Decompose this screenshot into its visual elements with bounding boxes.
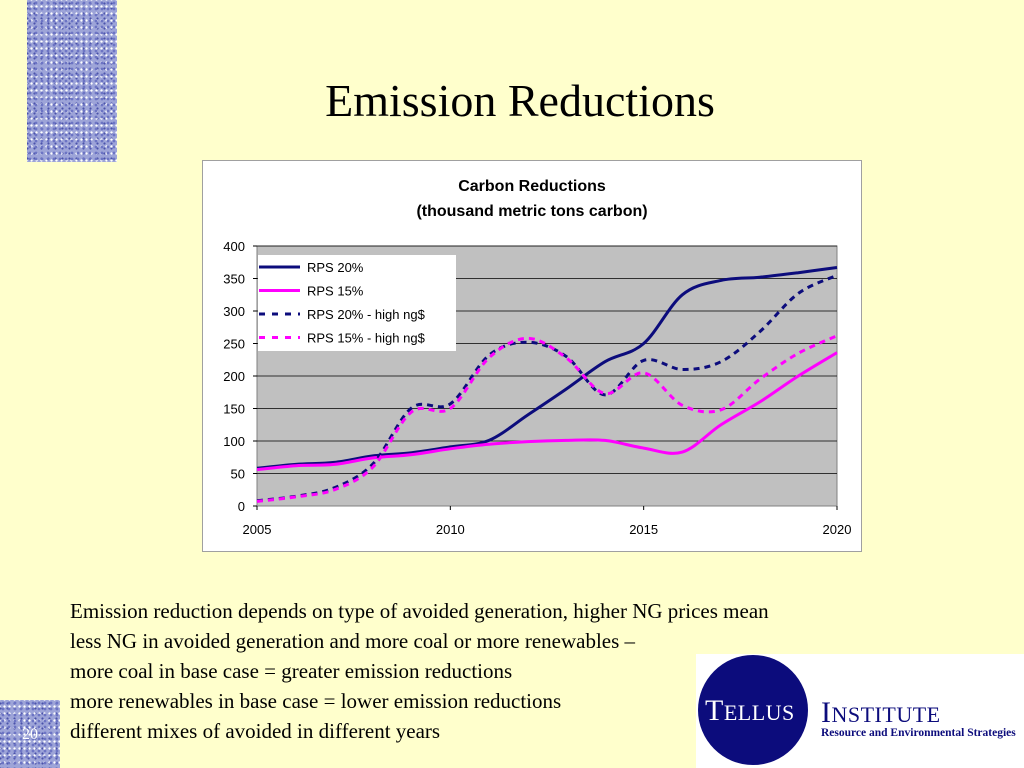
body-line: more coal in base case = greater emissio… <box>70 659 513 683</box>
body-line: less NG in avoided generation and more c… <box>70 629 636 653</box>
body-line: different mixes of avoided in different … <box>70 719 441 743</box>
y-tick-label: 400 <box>223 239 245 254</box>
logo-tellus-text: TELLUS <box>705 694 795 727</box>
series-line-1 <box>256 266 838 470</box>
tellus-institute-logo: TELLUS INSTITUTE Resource and Environmen… <box>696 654 1024 768</box>
y-tick-label: 350 <box>223 272 245 287</box>
carbon-reductions-chart: Carbon Reductions (thousand metric tons … <box>223 178 851 537</box>
plot-area: 0 50 100 150 200 250 300 350 400 2005 2010 2015 2020… <box>223 239 851 537</box>
x-tick-label: 2015 <box>629 522 658 537</box>
slide-number: 20 <box>22 726 38 743</box>
decorative-pattern-top <box>27 0 117 162</box>
logo-institute-text: INSTITUTE <box>821 696 941 729</box>
legend-box <box>258 255 456 351</box>
body-line: more renewables in base case = lower emi… <box>70 689 562 713</box>
y-tick-label: 150 <box>223 402 245 417</box>
series-line-3 <box>256 273 838 503</box>
body-text: Emission reduction depends on type of av… <box>70 596 769 746</box>
logo-circle <box>698 655 808 765</box>
y-tick-label: 0 <box>238 499 245 514</box>
x-tick-label: 2010 <box>436 522 465 537</box>
legend-label: RPS 20% <box>307 260 364 275</box>
chart-frame: Carbon Reductions (thousand metric tons … <box>202 160 862 552</box>
y-tick-label: 250 <box>223 337 245 352</box>
legend-label: RPS 15% <box>307 284 364 299</box>
decorative-pattern-bottom <box>0 700 60 768</box>
legend-label: RPS 15% - high ng$ <box>307 331 426 346</box>
y-tick-label: 200 <box>223 369 245 384</box>
x-tick-label: 2005 <box>243 522 272 537</box>
chart-title-line1: Carbon Reductions <box>458 178 606 195</box>
y-tick-label: 100 <box>223 434 245 449</box>
x-tick-label: 2020 <box>823 522 852 537</box>
logo-tagline: Resource and Environmental Strategies <box>821 727 1016 739</box>
y-tick-label: 300 <box>223 304 245 319</box>
series-line-2 <box>256 351 838 472</box>
series-line-4 <box>256 334 838 503</box>
y-tick-label: 50 <box>231 467 245 482</box>
body-line: Emission reduction depends on type of av… <box>70 599 769 623</box>
legend-label: RPS 20% - high ng$ <box>307 307 426 322</box>
slide-title: Emission Reductions <box>325 75 715 126</box>
chart-title-line2: (thousand metric tons carbon) <box>416 203 647 220</box>
